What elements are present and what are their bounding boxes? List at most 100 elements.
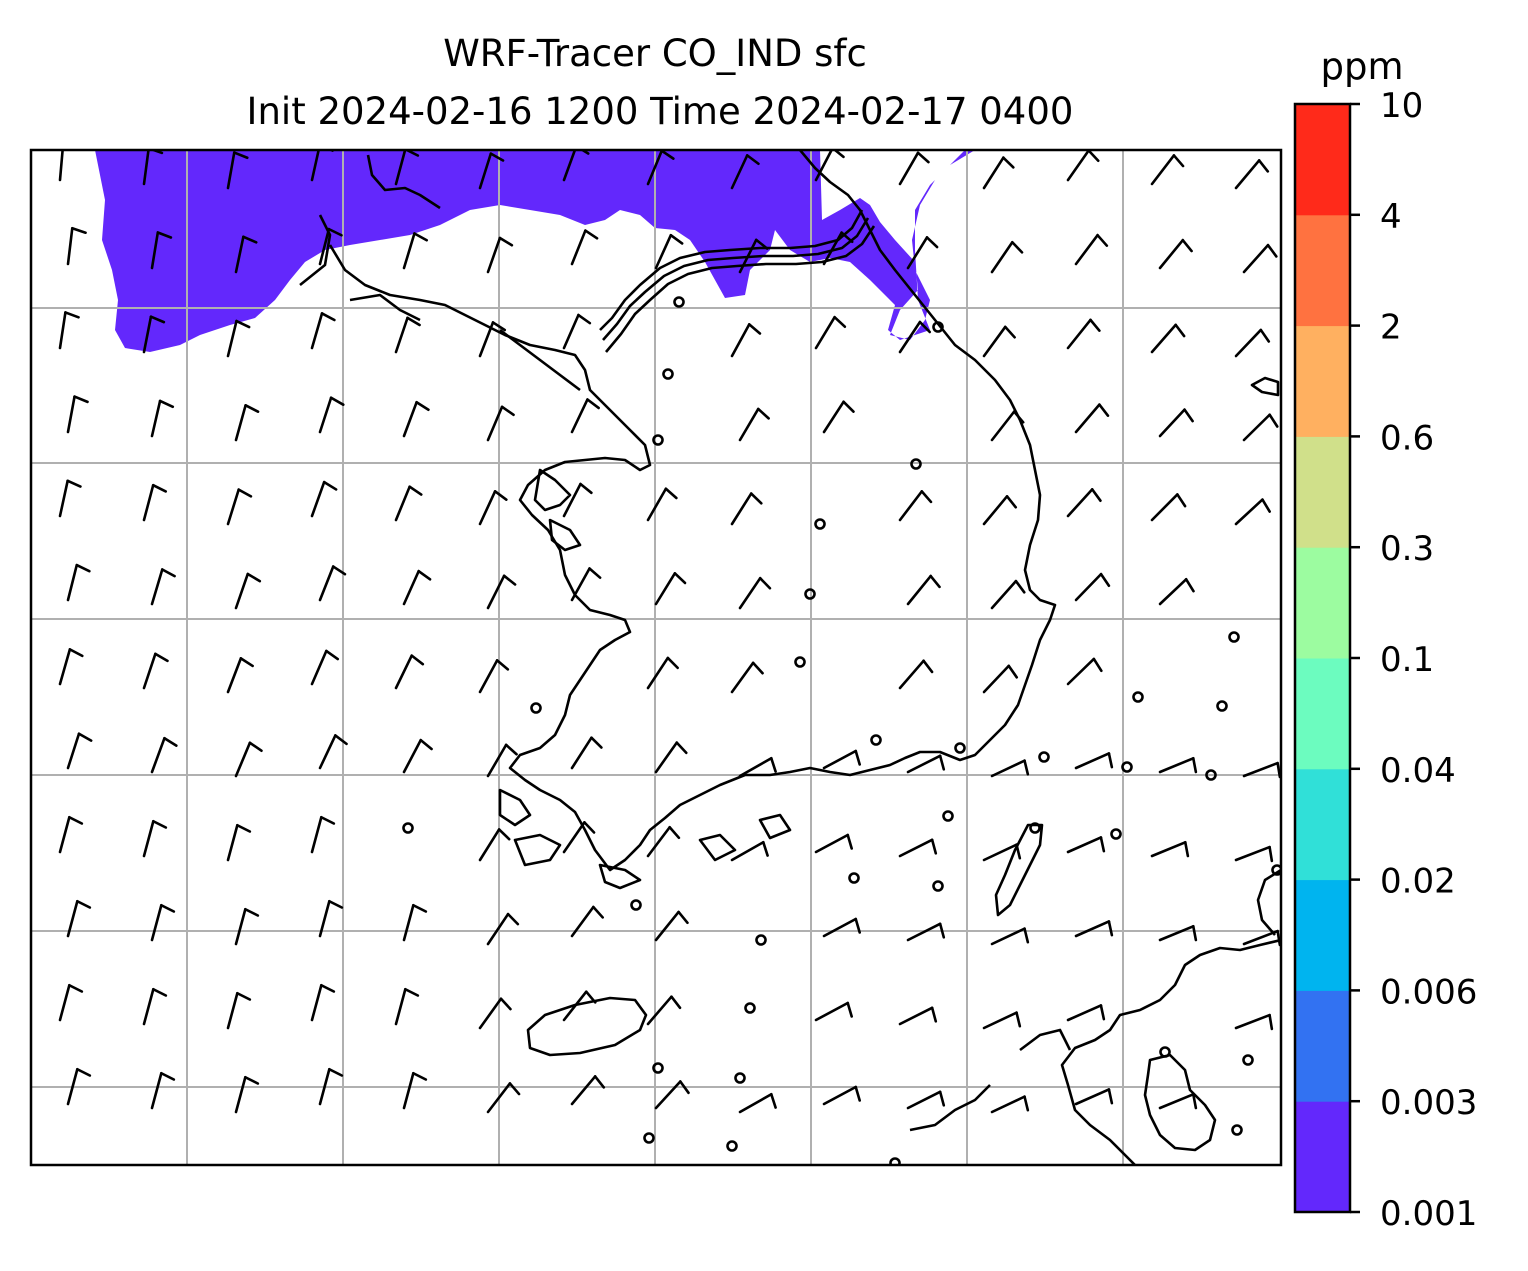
wind-barb	[990, 1095, 1030, 1114]
coastline-islands-north	[299, 154, 581, 392]
wind-barb	[310, 983, 336, 1022]
calm-wind-circle	[804, 588, 816, 600]
map-panel	[31, 150, 1281, 1165]
wind-barb	[738, 407, 770, 442]
wind-barb	[654, 233, 684, 270]
colorbar-tick-label: 0.001	[1380, 1194, 1477, 1234]
colorbar-segment	[1295, 214, 1350, 327]
colorbar-segment	[1295, 658, 1350, 770]
wind-barb	[1234, 328, 1271, 358]
wind-barb	[646, 487, 678, 522]
wind-barb	[898, 659, 934, 690]
wind-barb	[486, 743, 518, 778]
wind-barb	[730, 661, 764, 694]
wind-barb	[738, 576, 772, 610]
colorbar-segment	[1295, 879, 1350, 991]
wind-barb	[646, 825, 681, 858]
wind-barb	[486, 236, 514, 274]
colorbar-tick-label: 0.04	[1380, 751, 1456, 791]
wind-barb	[982, 664, 1019, 694]
wind-barb	[898, 320, 932, 354]
calm-wind-circle	[744, 1002, 756, 1014]
calm-wind-circle	[652, 1062, 664, 1074]
chart-title-line2: Init 2024-02-16 1200 Time 2024-02-17 040…	[247, 90, 1074, 133]
calm-wind-circle	[1216, 700, 1228, 712]
wind-barb	[1234, 498, 1271, 526]
wind-barb	[814, 1001, 853, 1022]
wind-barb	[1158, 756, 1198, 774]
colorbar-segment	[1295, 768, 1350, 881]
calm-wind-circle	[1231, 1124, 1243, 1136]
wind-barb	[310, 480, 338, 518]
wind-barb	[570, 1075, 606, 1106]
wind-barb	[478, 828, 511, 862]
wind-barb	[150, 1071, 176, 1110]
calm-wind-circle	[652, 434, 664, 446]
colorbar-tick-labels: 0.001 0.003 0.006 0.02 0.04 0.1 0.3 0.6 2 4 10	[1350, 86, 1477, 1234]
wind-barb	[486, 574, 517, 610]
wind-barb	[982, 325, 1016, 358]
wind-barb	[234, 404, 260, 442]
wind-barb	[66, 226, 87, 266]
wind-barb	[66, 899, 92, 938]
wind-barb	[234, 1075, 260, 1114]
wind-barb	[646, 150, 675, 186]
wind-barb	[402, 1071, 428, 1110]
calm-wind-circle	[755, 934, 767, 946]
wind-barb	[402, 738, 433, 774]
colorbar-tick-label: 0.003	[1380, 1083, 1477, 1123]
map-frame	[29, 148, 1283, 1167]
colorbar-tick-label: 0.6	[1380, 418, 1434, 458]
wind-barb	[1150, 840, 1190, 858]
wind-barb	[66, 563, 91, 602]
coastline-japan	[909, 868, 1281, 1165]
wind-barb	[562, 482, 593, 518]
wind-barb	[402, 400, 430, 438]
wind-barb	[486, 912, 520, 946]
wind-barb	[486, 1082, 521, 1114]
wind-barb	[570, 398, 600, 434]
wind-barb	[150, 903, 176, 942]
wind-barb	[1242, 929, 1281, 947]
wind-barb	[1066, 836, 1106, 854]
wind-barb	[646, 995, 682, 1026]
coastline-jeju	[526, 996, 648, 1057]
wind-barb	[1158, 577, 1195, 606]
wind-barb	[66, 1067, 92, 1106]
wind-barb	[142, 819, 168, 858]
wind-barb	[226, 657, 254, 694]
wind-barb	[150, 736, 178, 774]
wind-barb	[1066, 318, 1101, 350]
wind-barb	[318, 565, 347, 602]
wind-barb	[1074, 920, 1114, 938]
wind-barb	[234, 741, 263, 778]
wind-barb	[738, 1092, 777, 1114]
colorbar-tick-label: 0.1	[1380, 640, 1434, 680]
wind-barb	[906, 1090, 946, 1110]
wind-barb	[990, 579, 1026, 610]
wind-barb	[562, 821, 596, 854]
wind-barb	[150, 568, 176, 606]
colorbar-tick-label: 0.3	[1380, 529, 1434, 569]
calm-wind-circle	[530, 702, 542, 714]
wind-barb	[730, 154, 760, 190]
wind-barb	[906, 574, 941, 606]
wind-barb	[898, 1006, 938, 1026]
wind-barb	[58, 479, 82, 518]
wind-barb	[906, 236, 939, 270]
wind-barb	[570, 567, 602, 602]
wind-barb	[822, 1085, 861, 1106]
wind-barb	[982, 843, 1022, 862]
wind-barb	[570, 229, 599, 266]
wind-barb	[66, 395, 89, 434]
wind-barb	[1150, 154, 1185, 186]
wind-barb	[1066, 488, 1102, 518]
calm-wind-circle	[1205, 769, 1217, 781]
coastline-east-fragment	[1250, 376, 1280, 397]
wind-barb	[142, 315, 166, 354]
wind-barb	[402, 232, 429, 270]
wind-barb	[814, 150, 845, 182]
wind-barb	[990, 927, 1030, 946]
colorbar-tick-label: 10	[1380, 86, 1423, 126]
colorbar	[1293, 102, 1352, 1214]
